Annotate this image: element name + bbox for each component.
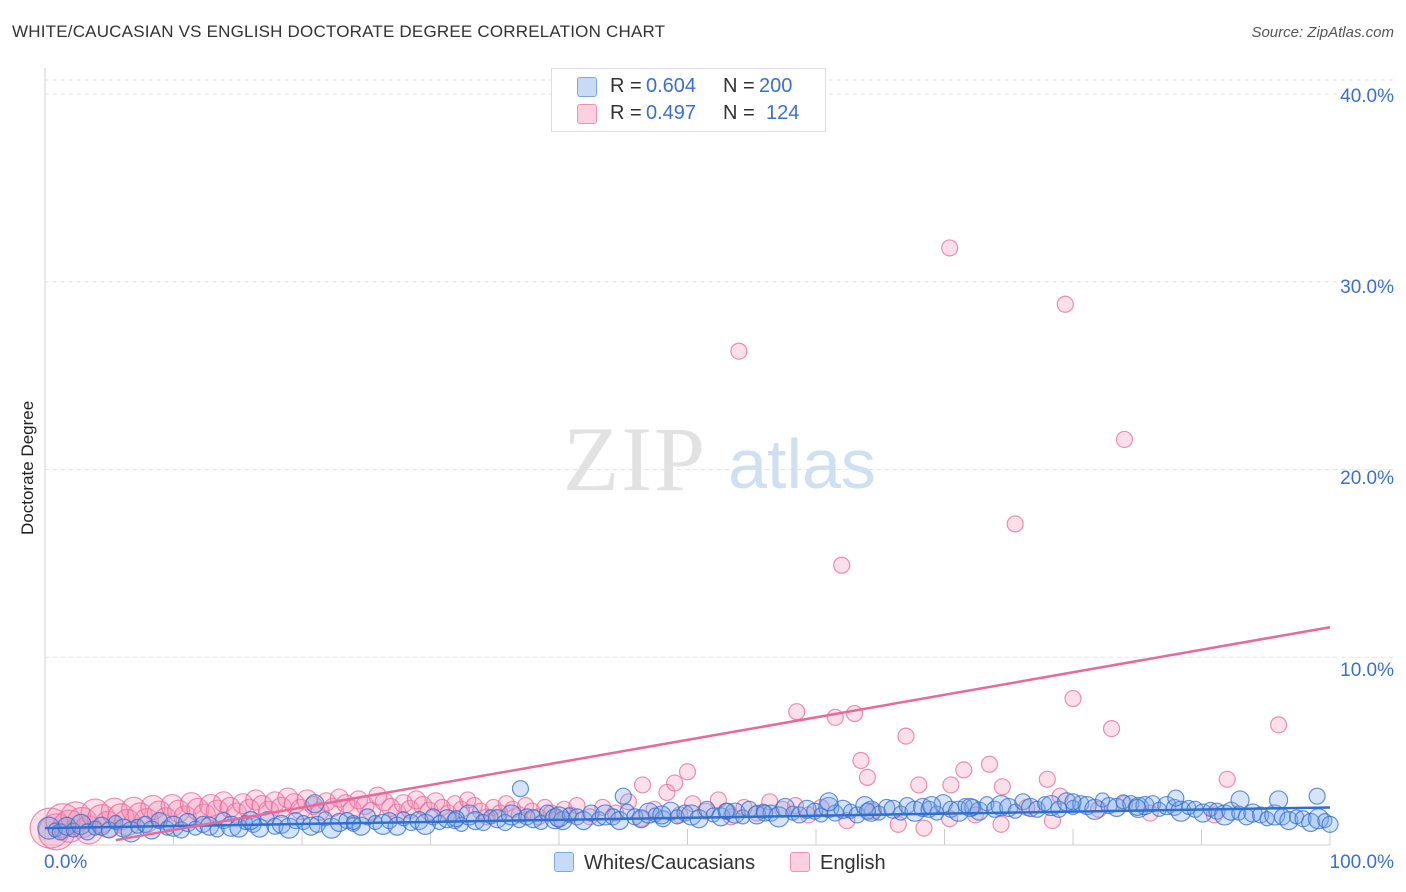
white-point (755, 804, 774, 822)
white-point (1279, 810, 1299, 831)
white-point (511, 780, 530, 798)
english-point (980, 755, 999, 773)
white-point (858, 802, 877, 820)
legend-r-label: R = (610, 102, 642, 124)
english-outlier-point (897, 727, 915, 745)
correlation-legend: R = 0.604 N = 200 R = 0.497 N = 124 (551, 68, 826, 132)
english-point (342, 799, 362, 819)
english-outlier-point (1115, 430, 1134, 449)
axes (44, 68, 1331, 846)
english-point (993, 778, 1011, 796)
watermark: ZIP atlas (563, 408, 876, 510)
english-point (910, 776, 928, 794)
english-outlier-point (833, 556, 851, 574)
white-point (652, 805, 672, 825)
white-point (604, 808, 622, 826)
y-tick-10: 10.0% (1340, 660, 1394, 681)
grid-lines (45, 79, 1395, 658)
white-point (1050, 800, 1068, 818)
english-point (1038, 770, 1056, 788)
white-point (922, 795, 942, 816)
english-point (955, 761, 973, 779)
y-tick-30: 30.0% (1340, 277, 1394, 298)
legend-label-whites: Whites/Caucasians (584, 852, 756, 874)
legend-r-label: R = (610, 75, 642, 97)
white-trend-line (44, 806, 1331, 830)
white-point (1268, 790, 1289, 810)
legend-row-whites: R = 0.604 N = 200 (552, 74, 825, 101)
white-point (614, 787, 632, 805)
english-outlier-point (1218, 770, 1236, 788)
legend-item-whites: Whites/Caucasians (554, 852, 755, 875)
legend-swatch-pink (577, 104, 597, 124)
x-tick-max: 100.0% (1329, 852, 1394, 873)
white-point (1259, 811, 1275, 827)
legend-swatch-pink (790, 852, 810, 872)
y-tick-20: 20.0% (1340, 468, 1394, 489)
legend-item-english: English (790, 852, 886, 875)
white-point (1230, 790, 1250, 810)
watermark-atlas: atlas (728, 425, 876, 503)
trend-lines (44, 625, 1331, 842)
english-trend-line (115, 625, 1331, 842)
legend-r-value: 0.604 (646, 75, 697, 97)
english-outlier-point (941, 239, 959, 257)
white-point (717, 802, 735, 820)
chart-title: WHITE/CAUCASIAN VS ENGLISH DOCTORATE DEG… (12, 22, 666, 41)
source-label: Source: ZipAtlas.com (1251, 24, 1394, 41)
english-outlier-point (730, 342, 748, 360)
english-point (858, 768, 877, 787)
legend-swatch-blue (554, 852, 574, 872)
english-point (1090, 800, 1108, 818)
white-point (1167, 789, 1185, 807)
english-outlier-point (1056, 295, 1074, 313)
english-outlier-point (1006, 515, 1024, 533)
white-point (1308, 787, 1326, 805)
white-point (819, 792, 839, 812)
english-outlier-point (788, 703, 806, 721)
white-point (1084, 798, 1106, 820)
english-point (992, 815, 1010, 833)
white-point (1301, 812, 1321, 833)
white-point (1128, 798, 1146, 817)
legend-r-value: 0.497 (646, 102, 697, 124)
legend-n-label: N = (723, 75, 755, 97)
white-point (1064, 793, 1082, 811)
white-point (1321, 815, 1339, 833)
watermark-zip: ZIP (563, 408, 707, 510)
english-outlier-point (1064, 689, 1082, 708)
white-point (1208, 802, 1226, 820)
english-point (666, 774, 684, 792)
white-point (474, 813, 492, 832)
english-outlier-point (1102, 719, 1121, 738)
english-outlier-point (1269, 716, 1288, 734)
white-point (447, 810, 465, 828)
legend-label-english: English (820, 852, 886, 874)
english-points (29, 239, 1288, 851)
legend-n-value: 124 (766, 102, 800, 124)
white-point (47, 822, 63, 838)
x-tick-min: 0.0% (44, 852, 88, 873)
english-outlier-point (852, 751, 870, 770)
english-outlier-point (633, 776, 652, 794)
english-outlier-point (678, 763, 697, 781)
legend-row-english: R = 0.497 N = 124 (552, 101, 825, 128)
english-point (942, 776, 960, 794)
white-point (301, 816, 321, 836)
y-tick-40: 40.0% (1340, 86, 1394, 107)
legend-n-label: N = (723, 102, 755, 124)
white-point (548, 806, 570, 828)
legend-swatch-blue (577, 77, 597, 97)
legend-n-value: 200 (759, 75, 793, 97)
english-point (915, 819, 933, 837)
white-point (409, 810, 429, 831)
english-point (845, 704, 864, 723)
